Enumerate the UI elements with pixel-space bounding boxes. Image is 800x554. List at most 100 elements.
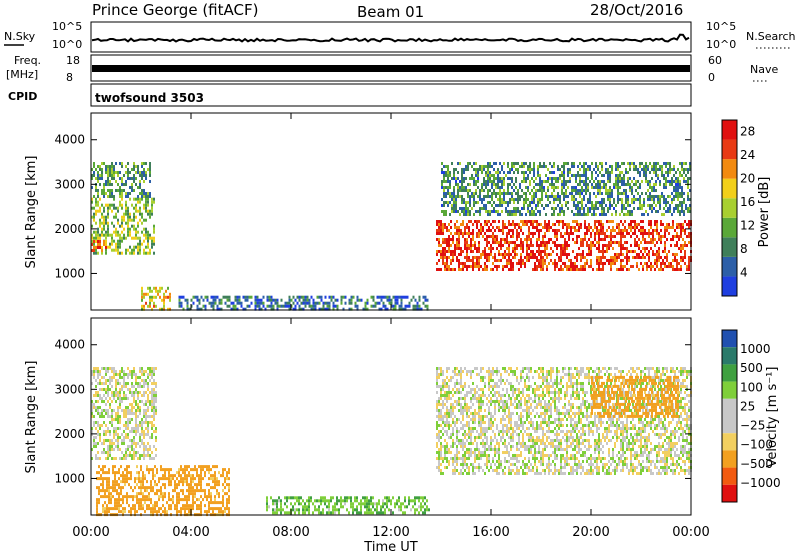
data-cell (192, 495, 194, 499)
data-cell (124, 510, 126, 514)
data-cell (631, 213, 633, 216)
data-cell (666, 265, 668, 268)
data-cell (542, 235, 544, 238)
data-cell (678, 226, 680, 229)
data-cell (469, 189, 471, 192)
data-cell (613, 198, 615, 201)
data-cell (125, 394, 127, 397)
data-cell (135, 442, 137, 445)
data-cell (458, 229, 460, 232)
data-cell (664, 265, 666, 268)
data-cell (129, 218, 131, 222)
data-cell (642, 235, 644, 238)
data-cell (667, 201, 669, 204)
data-cell (96, 471, 98, 475)
data-cell (501, 186, 503, 189)
data-cell (97, 451, 99, 454)
data-cell (107, 379, 109, 382)
data-cell (153, 397, 155, 400)
data-cell (559, 198, 561, 201)
data-cell (661, 174, 663, 177)
data-cell (424, 508, 426, 512)
data-cell (114, 474, 116, 478)
data-cell (500, 229, 502, 232)
data-cell (226, 492, 228, 496)
data-cell (131, 439, 133, 442)
data-cell (119, 391, 121, 394)
data-cell (565, 189, 567, 192)
data-cell (501, 168, 503, 171)
data-cell (132, 498, 134, 502)
data-cell (624, 265, 626, 268)
data-cell (115, 215, 117, 219)
data-cell (123, 409, 125, 412)
data-cell (438, 469, 440, 472)
data-cell (575, 207, 577, 210)
data-cell (496, 259, 498, 262)
data-cell (119, 415, 121, 418)
data-cell (608, 220, 610, 223)
data-cell (192, 486, 194, 490)
data-cell (107, 451, 109, 454)
data-cell (298, 496, 300, 500)
data-cell (238, 298, 241, 302)
data-cell (137, 391, 139, 394)
data-cell (612, 235, 614, 238)
data-cell (342, 295, 345, 299)
data-cell (566, 244, 568, 247)
data-cell (120, 474, 122, 478)
data-cell (510, 223, 512, 226)
data-cell (272, 508, 274, 512)
data-cell (137, 427, 139, 430)
data-cell (519, 165, 521, 168)
data-cell (558, 259, 560, 262)
colorbar-tick-label: 12 (740, 219, 755, 233)
data-cell (192, 480, 194, 484)
data-cell (95, 189, 97, 192)
data-cell (568, 235, 570, 238)
data-cell (131, 224, 133, 228)
data-cell (99, 373, 101, 376)
data-cell (550, 253, 552, 256)
data-cell (149, 195, 151, 198)
data-cell (108, 471, 110, 475)
data-cell (140, 486, 142, 490)
data-cell (466, 223, 468, 226)
data-cell (579, 189, 581, 192)
data-cell (649, 195, 651, 198)
data-cell (154, 492, 156, 496)
data-cell (188, 486, 190, 490)
data-cell (136, 498, 138, 502)
data-cell (543, 165, 545, 168)
data-cell (568, 265, 570, 268)
data-cell (578, 268, 580, 271)
data-cell (113, 165, 115, 168)
data-cell (382, 301, 385, 305)
data-cell (485, 174, 487, 177)
data-cell (131, 412, 133, 415)
data-cell (585, 177, 587, 180)
data-cell (270, 304, 273, 308)
data-cell (106, 486, 108, 490)
data-cell (598, 238, 600, 241)
data-cell (438, 424, 440, 427)
data-cell (645, 165, 647, 168)
data-cell (131, 186, 133, 189)
data-cell (468, 265, 470, 268)
data-cell (531, 207, 533, 210)
data-cell (521, 213, 523, 216)
data-cell (161, 286, 163, 290)
data-cell (556, 253, 558, 256)
data-cell (117, 230, 119, 234)
data-cell (643, 198, 645, 201)
data-cell (135, 415, 137, 418)
data-cell (638, 253, 640, 256)
data-cell (156, 492, 158, 496)
data-cell (113, 433, 115, 436)
data-cell (93, 436, 95, 439)
data-cell (524, 223, 526, 226)
data-cell (460, 247, 462, 250)
data-cell (103, 206, 105, 210)
data-cell (581, 198, 583, 201)
data-cell (230, 301, 233, 305)
